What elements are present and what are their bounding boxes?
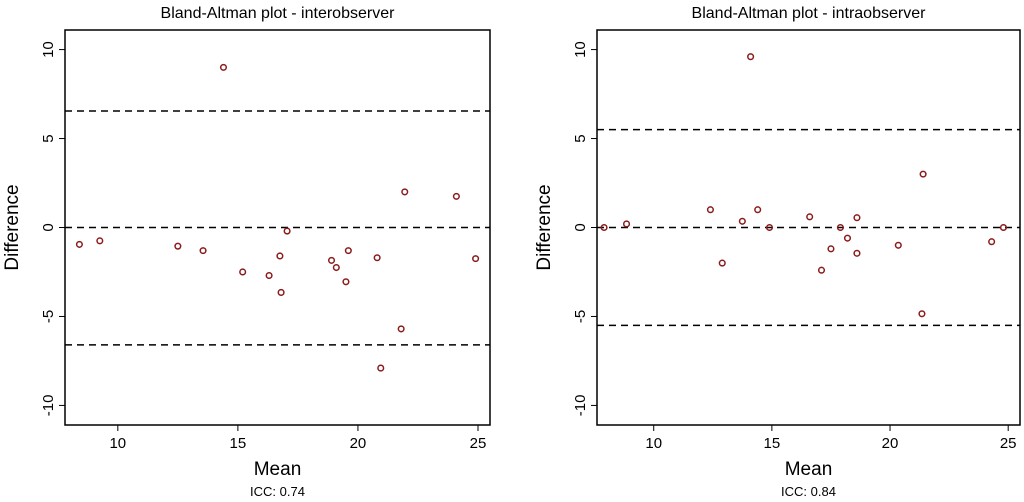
data-point <box>401 188 409 196</box>
data-point <box>999 223 1008 232</box>
data-point <box>738 217 746 225</box>
y-tick-label: 10 <box>572 41 589 58</box>
x-tick-label: 25 <box>1000 435 1017 452</box>
x-tick-label: 15 <box>230 435 247 452</box>
data-point <box>377 364 385 372</box>
x-tick-label: 15 <box>764 435 781 452</box>
data-point <box>265 271 273 280</box>
data-point <box>853 214 861 222</box>
x-tick-label: 10 <box>645 435 662 452</box>
data-point <box>765 223 774 232</box>
icc-note: ICC: 0.84 <box>781 484 836 499</box>
data-point <box>718 259 726 267</box>
x-tick-label: 20 <box>350 435 367 452</box>
data-point <box>843 234 852 242</box>
chart-title: Bland-Altman plot - interobserver <box>161 5 396 22</box>
y-tick-label: 0 <box>572 223 589 231</box>
panel-2: Bland-Altman plot - intraobserver 10 15 20 2… <box>534 5 1021 499</box>
icc-note: ICC: 0.74 <box>250 484 305 499</box>
y-tick-label: 0 <box>40 223 57 231</box>
y-tick-label: -10 <box>40 395 57 417</box>
data-point <box>894 241 902 249</box>
y-axis-label: Difference <box>534 184 555 270</box>
data-point <box>332 263 340 272</box>
x-tick-label: 25 <box>470 435 487 452</box>
data-point <box>817 266 826 274</box>
panel-1: Bland-Altman plot - interobserver 10 15 20 2… <box>2 5 491 499</box>
y-tick-label: 5 <box>572 134 589 142</box>
data-point <box>918 310 926 318</box>
data-point <box>472 255 480 263</box>
data-point <box>827 245 835 253</box>
data-point <box>373 254 381 262</box>
data-point <box>283 227 291 235</box>
data-point <box>806 213 814 221</box>
y-axis-label: Difference <box>2 184 23 270</box>
data-point <box>327 256 336 264</box>
data-point <box>276 252 284 260</box>
data-point <box>199 247 207 255</box>
x-axis-label: Mean <box>254 459 302 480</box>
y-tick-label: -5 <box>40 310 57 323</box>
data-point <box>342 278 350 286</box>
y-tick-label: 10 <box>40 41 57 58</box>
data-point <box>622 220 631 228</box>
chart-title: Bland-Altman plot - intraobserver <box>692 5 927 22</box>
data-point <box>747 53 755 61</box>
data-point <box>277 288 285 296</box>
data-point <box>397 325 405 333</box>
data-point <box>754 206 762 214</box>
data-point <box>853 249 861 257</box>
y-tick-label: -10 <box>572 395 589 417</box>
data-point <box>344 247 352 255</box>
y-tick-label: 5 <box>40 134 57 142</box>
data-point <box>75 240 83 248</box>
data-point <box>452 192 460 200</box>
data-point <box>96 237 104 245</box>
data-point <box>174 242 182 250</box>
data-point <box>919 170 927 178</box>
data-point <box>988 238 996 246</box>
x-axis-label: Mean <box>785 459 833 480</box>
data-point <box>706 206 714 214</box>
x-tick-label: 10 <box>109 435 126 452</box>
data-point <box>239 268 247 276</box>
y-tick-label: -5 <box>572 310 589 323</box>
data-point <box>836 223 844 232</box>
x-tick-label: 20 <box>882 435 899 452</box>
data-point <box>219 63 228 71</box>
data-point <box>600 223 608 232</box>
